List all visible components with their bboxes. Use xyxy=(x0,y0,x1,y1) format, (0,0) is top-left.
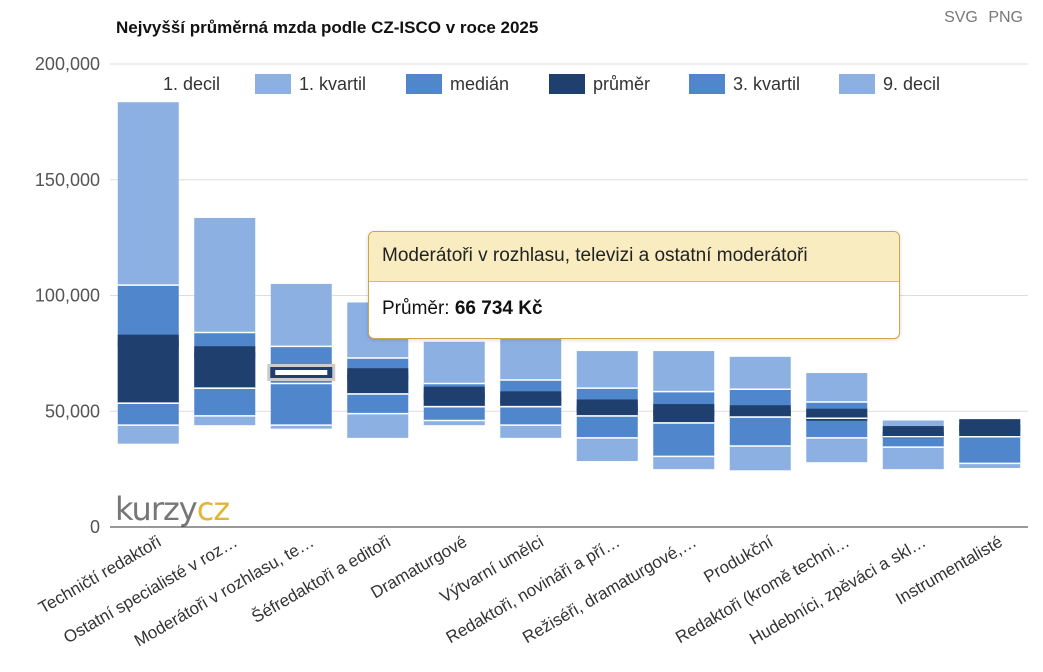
legend-swatch xyxy=(839,74,875,94)
bar-segment xyxy=(500,425,562,438)
export-svg-button[interactable]: SVG xyxy=(944,9,978,26)
mean-marker-inner xyxy=(274,369,329,377)
mean-segment xyxy=(959,425,1021,437)
mean-segment xyxy=(729,411,791,418)
bar-segment xyxy=(882,436,944,448)
mean-segment xyxy=(500,397,562,407)
legend-swatch xyxy=(406,74,442,94)
chart-title: Nejvyšší průměrná mzda podle CZ-ISCO v r… xyxy=(116,18,539,37)
mean-segment xyxy=(806,414,868,419)
legend-item[interactable]: průměr xyxy=(593,74,650,94)
bar-segment xyxy=(117,403,179,426)
y-tick-label: 0 xyxy=(90,517,100,537)
bar-segment xyxy=(806,373,868,402)
bar-segment xyxy=(576,351,638,389)
bar-segment xyxy=(576,415,638,438)
bar-segment xyxy=(729,356,791,390)
bar-segment xyxy=(500,406,562,426)
bar-segment xyxy=(653,456,715,470)
bar-segment xyxy=(270,383,332,426)
bar-group[interactable] xyxy=(267,283,336,429)
bar-group[interactable] xyxy=(500,337,562,438)
bar-segment xyxy=(194,388,256,416)
y-tick-label: 150,000 xyxy=(35,170,100,190)
legend-item[interactable]: 1. decil xyxy=(163,74,220,94)
bar-segment xyxy=(347,413,409,438)
legend-item[interactable]: medián xyxy=(450,74,509,94)
mean-segment xyxy=(882,432,944,437)
mean-segment xyxy=(423,392,485,407)
bar-segment xyxy=(117,102,179,286)
bar-segment xyxy=(959,463,1021,468)
bars xyxy=(117,102,1021,471)
legend-swatch xyxy=(549,74,585,94)
bar-segment xyxy=(882,447,944,470)
mean-segment xyxy=(347,374,409,394)
bar-segment xyxy=(729,445,791,471)
chart-tooltip: Moderátoři v rozhlasu, televizi a ostatn… xyxy=(368,231,900,339)
mean-segment xyxy=(653,410,715,423)
legend-item[interactable]: 1. kvartil xyxy=(299,74,366,94)
bar-segment xyxy=(500,337,562,380)
bar-segment xyxy=(194,217,256,333)
bar-group[interactable] xyxy=(882,420,944,470)
bar-segment xyxy=(959,436,1021,464)
y-tick-label: 200,000 xyxy=(35,54,100,74)
x-tick-label: Šéfredaktoři a editoři xyxy=(248,532,393,627)
x-tick-label: Techničtí redaktoři xyxy=(35,532,164,617)
legend: 1. decil 1. kvartil medián průměr 3. kvartil… xyxy=(163,74,940,94)
mean-segment xyxy=(194,352,256,389)
bar-segment xyxy=(270,283,332,347)
export-menu: SVG PNG xyxy=(938,9,1023,27)
bar-segment xyxy=(117,425,179,444)
tooltip-value: 66 734 Kč xyxy=(454,298,543,319)
bar-group[interactable] xyxy=(423,341,485,426)
bar-segment xyxy=(576,437,638,462)
bar-group[interactable] xyxy=(194,217,256,426)
bar-segment xyxy=(270,425,332,429)
bar-segment xyxy=(882,420,944,428)
bar-segment xyxy=(194,415,256,426)
tooltip-label: Průměr: xyxy=(382,298,450,319)
bar-segment xyxy=(729,417,791,446)
bar-group[interactable] xyxy=(576,351,638,462)
legend-swatch xyxy=(255,74,291,94)
y-tick-label: 100,000 xyxy=(35,286,100,306)
bar-segment xyxy=(653,351,715,392)
legend-item[interactable]: 9. decil xyxy=(883,74,940,94)
legend-swatch xyxy=(689,74,725,94)
y-axis: 0 50,000 100,000 150,000 200,000 xyxy=(35,54,1028,537)
bar-segment xyxy=(423,420,485,426)
bar-segment xyxy=(423,406,485,421)
tooltip-title: Moderátoři v rozhlasu, televizi a ostatn… xyxy=(369,232,899,282)
kurzy-logo: kurzycz xyxy=(115,490,230,528)
bar-segment xyxy=(347,393,409,414)
export-png-button[interactable]: PNG xyxy=(988,9,1023,26)
bar-segment xyxy=(806,418,868,438)
legend-item[interactable]: 3. kvartil xyxy=(733,74,800,94)
y-tick-label: 50,000 xyxy=(45,401,100,421)
mean-segment xyxy=(576,405,638,416)
bar-segment xyxy=(423,341,485,384)
bar-segment xyxy=(653,422,715,457)
tooltip-body: Průměr: 66 734 Kč xyxy=(369,282,899,338)
bar-segment xyxy=(806,437,868,463)
mean-segment xyxy=(117,340,179,404)
